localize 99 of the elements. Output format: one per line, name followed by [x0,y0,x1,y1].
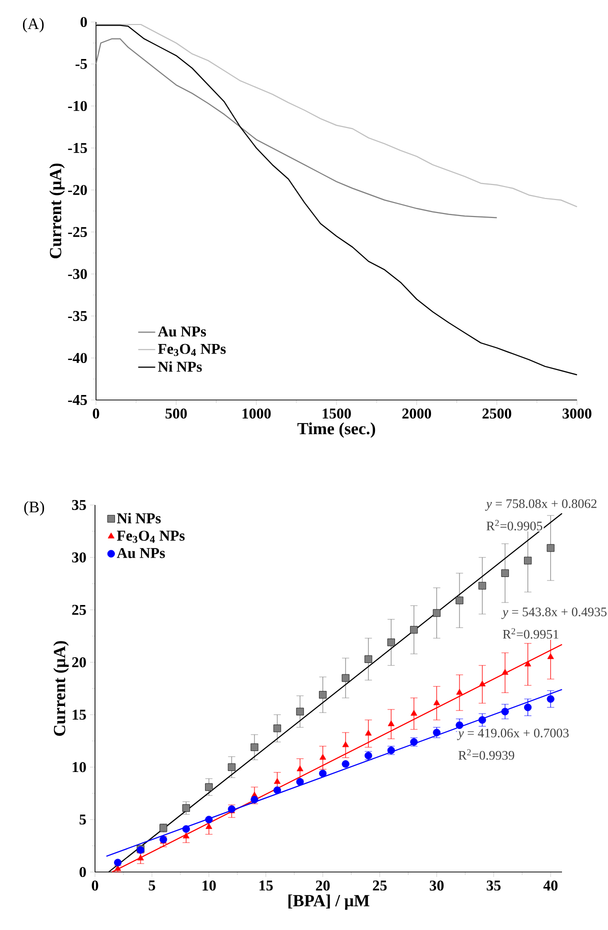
point [228,763,236,771]
y-tick-label: 15 [72,710,86,720]
point [273,724,282,732]
point [365,730,372,736]
point [456,596,464,604]
legend-label: Fe$_{3}$O$_{4}$ NPs [158,344,226,356]
point [296,708,304,716]
point [206,823,212,829]
point [182,832,190,838]
point [524,556,532,564]
y-tick-label: -30 [68,268,87,280]
point [501,708,509,716]
x-tick-label: 3000 [562,408,592,419]
line-series [95,24,578,208]
y-tick-label: 0 [80,866,86,878]
point [274,778,281,784]
x-tick-label: 0 [92,408,100,419]
point [432,609,440,617]
x-tick-label: 2000 [402,408,432,419]
x-tick-label: 5 [148,880,156,890]
point [433,699,440,706]
x-tick-label: 20 [316,880,330,891]
point [296,765,304,772]
point [524,704,532,712]
point [250,743,258,751]
y-tick-label: 20 [72,657,86,668]
y-tick-label: 25 [72,604,86,615]
point [501,569,509,577]
y-tick-label: -25 [68,226,87,238]
legend-label: Au NPs [116,548,165,558]
annotation: R$^{2}$=0.9905 [486,520,542,530]
y-axis-title: Current (μA) [49,164,65,258]
y-tick-label: 5 [80,814,86,825]
y-tick-label: 0 [80,16,87,28]
legend-label: Fe$_{3}$O$_{4}$ NPs [116,530,185,543]
x-tick-label: 1000 [242,408,271,419]
point [546,544,554,552]
x-tick-label: 0 [92,880,98,891]
x-axis-title: Time (sec.) [297,422,376,438]
legend-label: Ni NPs [116,512,161,524]
point [182,825,190,833]
x-tick-label: 2500 [482,408,512,419]
point [410,626,418,634]
y-tick-label: -20 [68,184,87,196]
x-tick-label: 35 [486,880,501,891]
point [319,770,327,778]
point [502,668,508,675]
x-tick-label: 10 [202,880,216,891]
point [342,741,349,748]
point [546,695,554,703]
y-axis-title: Current (μA) [53,641,69,736]
point [432,728,440,736]
x-tick-label: 40 [543,880,558,891]
y-tick-label: 35 [72,500,86,510]
legend-label: Ni NPs [158,361,202,372]
annotation: y = 419.06x + 0.7003 [457,728,569,740]
y-tick-label: -40 [68,352,87,364]
chart-title: (B) [24,501,44,516]
point [456,688,463,695]
point [410,710,418,716]
point [388,720,394,726]
point [547,653,554,660]
point [137,854,144,860]
point [478,680,486,686]
y-tick-label: -5 [76,59,87,69]
y-tick-label: 30 [72,552,86,562]
legend-label: Au NPs [158,326,206,337]
x-tick-label: 25 [372,880,387,891]
y-tick-label: -45 [68,395,87,405]
annotation: R$^{2}$=0.9951 [502,628,558,639]
point [456,721,464,729]
point [205,783,213,791]
x-axis-title: [BPA] / μM [288,894,370,910]
point [342,760,350,768]
annotation: y = 543.8x + 0.4935 [501,608,607,619]
point [478,716,486,724]
chart-title: (A) [22,18,44,32]
point [364,655,372,663]
point [524,660,532,666]
x-tick-label: 15 [260,880,273,891]
point [319,691,327,699]
point [205,816,213,824]
annotation: R$^{2}$=0.9939 [458,749,514,760]
point [114,858,122,866]
point [273,786,282,794]
point [296,778,304,786]
point [478,582,486,590]
x-tick-label: 30 [430,880,444,891]
point [387,638,395,646]
point [342,674,350,682]
x-tick-label: 1500 [322,408,351,419]
y-tick-label: -15 [68,142,87,153]
y-tick-label: -35 [68,310,87,322]
y-tick-label: -10 [68,100,87,112]
annotation: y = 758.08x + 0.8062 [485,499,596,511]
point [182,804,190,812]
point [319,754,326,760]
x-tick-label: 500 [166,408,187,419]
y-tick-label: 10 [72,762,86,772]
